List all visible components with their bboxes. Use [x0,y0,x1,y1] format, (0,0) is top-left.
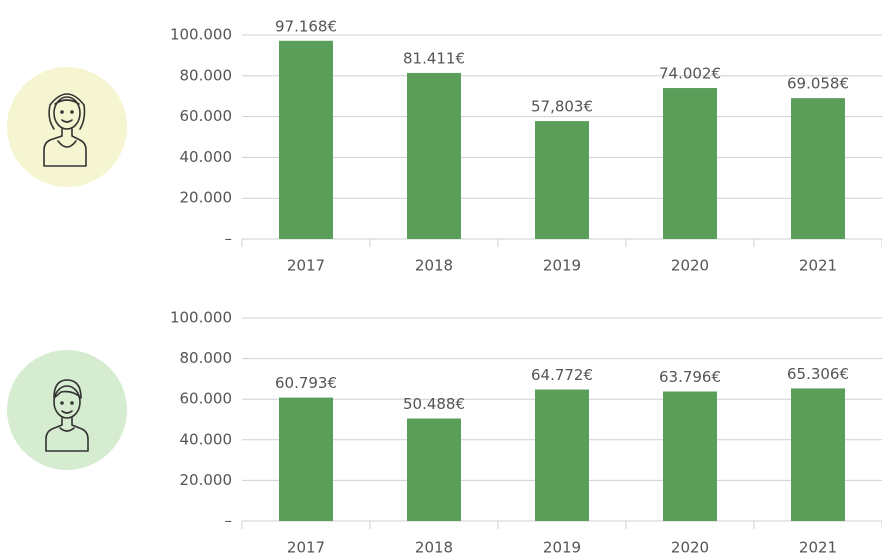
x-tick-label: 2020 [671,539,709,553]
y-tick-label: – [225,512,233,530]
y-tick-label: 100.000 [170,309,232,327]
value-label: 74.002€ [659,65,721,83]
bar [535,389,589,521]
bar [791,98,845,240]
x-tick-label: 2017 [287,257,325,275]
avatar-man [7,350,127,470]
value-label: 97.168€ [275,17,337,35]
x-tick-label: 2019 [543,539,581,553]
y-tick-label: 100.000 [170,26,232,44]
y-tick-label: – [225,230,233,248]
value-label: 64.772€ [531,366,593,384]
bar [535,121,589,239]
x-tick-label: 2021 [799,539,837,553]
y-tick-label: 40.000 [180,148,233,166]
value-label: 60.793€ [275,374,337,392]
bar [791,388,845,521]
bar [663,391,717,521]
x-tick-label: 2021 [799,257,837,275]
bar [279,40,333,239]
bar [663,88,717,239]
value-label: 65.306€ [787,365,849,383]
y-tick-label: 80.000 [180,66,233,84]
x-tick-label: 2017 [287,539,325,553]
value-label: 63.796€ [659,368,721,386]
value-label: 50.488€ [403,395,465,413]
x-tick-label: 2018 [415,257,453,275]
y-tick-label: 60.000 [180,390,233,408]
x-tick-label: 2020 [671,257,709,275]
bar [279,397,333,521]
y-tick-label: 60.000 [180,107,233,125]
value-label: 69.058€ [787,75,849,93]
x-tick-label: 2019 [543,257,581,275]
value-label: 81.411€ [403,49,465,67]
x-tick-label: 2018 [415,539,453,553]
y-tick-label: 20.000 [180,471,233,489]
avatar-woman [7,67,127,187]
y-tick-label: 20.000 [180,189,233,207]
y-tick-label: 80.000 [180,349,233,367]
bar [407,418,461,521]
y-tick-label: 40.000 [180,430,233,448]
bar [407,72,461,239]
value-label: 57,803€ [531,98,593,116]
